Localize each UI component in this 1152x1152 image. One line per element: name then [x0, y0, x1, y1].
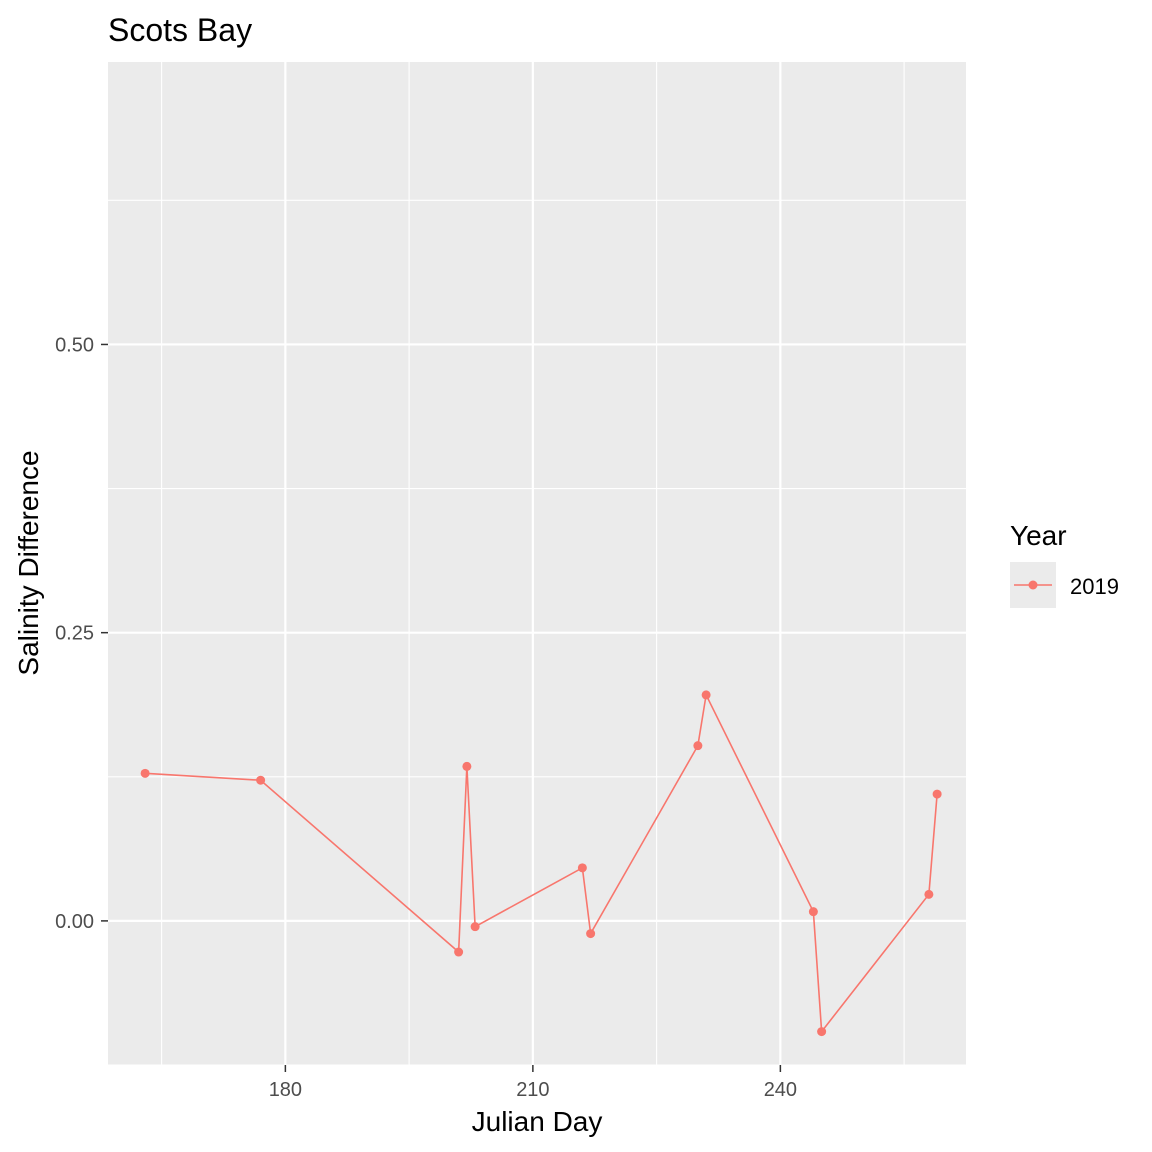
data-point: [256, 775, 266, 785]
data-point: [701, 690, 711, 700]
y-tick-label: 0.25: [55, 623, 94, 645]
data-point: [140, 768, 150, 778]
plot-panel: [108, 62, 966, 1065]
grid-minor: [108, 62, 966, 1066]
legend-label-2019: 2019: [1070, 574, 1119, 599]
data-point: [470, 922, 480, 932]
grid-major: [108, 62, 966, 1065]
x-axis: 180 210 240: [269, 1065, 797, 1101]
legend-title: Year: [1010, 520, 1067, 551]
data-point: [454, 947, 464, 957]
data-point: [817, 1027, 827, 1037]
legend: Year 2019: [1010, 520, 1119, 608]
x-tick-label: 240: [764, 1079, 797, 1101]
data-point: [924, 889, 934, 899]
series-points-2019: [140, 690, 942, 1037]
data-point: [693, 741, 703, 751]
x-tick-label: 180: [269, 1079, 302, 1101]
y-axis: 0.00 0.25 0.50: [55, 334, 108, 933]
y-tick-label: 0.00: [55, 911, 94, 933]
data-point: [462, 761, 472, 771]
x-axis-title: Julian Day: [472, 1106, 603, 1137]
data-point: [808, 907, 818, 917]
data-point: [586, 929, 596, 939]
data-point: [577, 863, 587, 873]
y-axis-title: Salinity Difference: [13, 450, 44, 675]
legend-key-point: [1028, 580, 1038, 590]
y-tick-label: 0.50: [55, 334, 94, 356]
data-point: [932, 789, 942, 799]
chart-title: Scots Bay: [108, 12, 252, 48]
x-tick-label: 210: [516, 1079, 549, 1101]
